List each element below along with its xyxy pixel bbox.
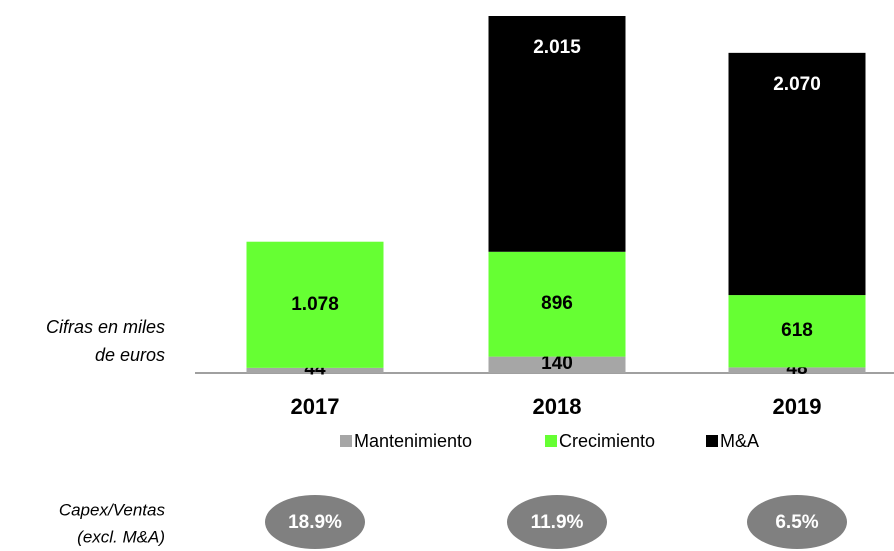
ratio-badge	[265, 495, 365, 549]
bar-segment	[728, 367, 866, 373]
data-label: 1.078	[291, 294, 339, 315]
data-label: 2.015	[533, 37, 581, 58]
legend-label: Crecimiento	[559, 431, 655, 451]
x-tick-label: 2018	[533, 394, 582, 419]
legend-swatch	[340, 435, 352, 447]
legend-swatch	[545, 435, 557, 447]
ratio-badge	[507, 495, 607, 549]
legend-swatch	[706, 435, 718, 447]
bar-segment	[488, 16, 626, 252]
x-tick-label: 2019	[773, 394, 822, 419]
ratio-badge	[747, 495, 847, 549]
ratio-value: 18.9%	[288, 512, 342, 533]
ratio-label: Capex/Ventas	[59, 500, 166, 519]
bar-segment	[488, 251, 626, 357]
legend-label: M&A	[720, 431, 759, 451]
ratio-value: 11.9%	[531, 512, 584, 533]
data-label: 140	[541, 353, 573, 374]
bar-segment	[728, 295, 866, 368]
x-tick-label: 2017	[291, 394, 340, 419]
ratio-value: 6.5%	[775, 512, 818, 533]
note-line: de euros	[95, 345, 165, 365]
data-label: 896	[541, 293, 573, 314]
ratio-label: (excl. M&A)	[77, 527, 165, 546]
data-label: 2.070	[773, 74, 821, 95]
bar-segment	[246, 367, 384, 373]
bar-segment	[488, 356, 626, 373]
data-label: 618	[781, 320, 813, 341]
legend-label: Mantenimiento	[354, 431, 472, 451]
bar-segment	[728, 52, 866, 296]
bar-segment	[246, 241, 384, 368]
note-line: Cifras en miles	[46, 317, 165, 337]
